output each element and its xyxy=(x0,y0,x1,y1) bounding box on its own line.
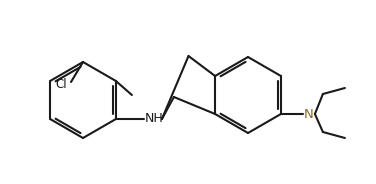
Text: Cl: Cl xyxy=(55,77,67,91)
Text: N: N xyxy=(304,107,314,121)
Text: NH: NH xyxy=(144,112,163,125)
